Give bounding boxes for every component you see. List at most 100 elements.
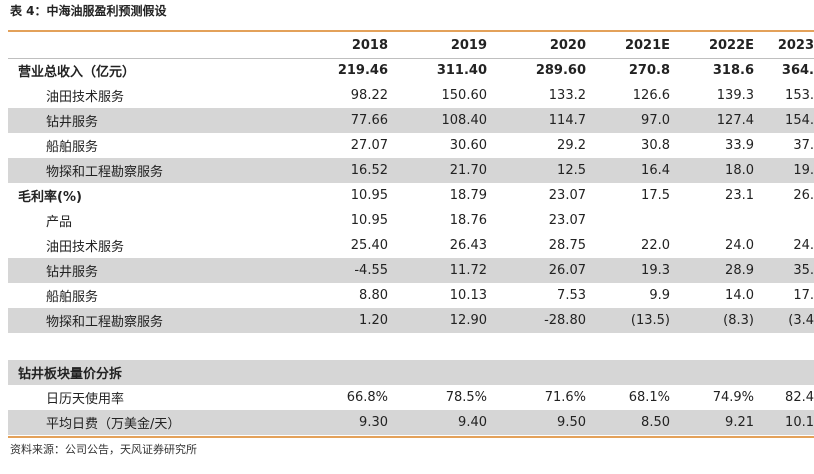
cell: 114.7 [548,113,586,128]
section-header-row: 钻井板块量价分拆 [8,360,814,385]
table-row: 船舶服务 27.07 30.60 29.2 30.8 33.9 37. [8,133,814,158]
cell: 23.07 [548,213,586,228]
cell: 8.80 [359,288,388,303]
row-label: 钻井服务 [46,115,99,130]
cell: 127.4 [716,113,754,128]
cell: 10.95 [350,213,388,228]
header-2020: 2020 [549,37,586,53]
header-2018: 2018 [351,37,388,53]
cell: 68.1% [628,390,670,405]
cell: 19.3 [641,263,670,278]
top-rule [8,30,814,32]
cell: 10.1 [785,415,814,430]
cell: 364. [781,63,814,78]
cell: 23.1 [725,188,754,203]
table-row: 钻井服务 -4.55 11.72 26.07 19.3 28.9 35. [8,258,814,283]
row-label: 产品 [46,215,73,230]
cell: 10.13 [449,288,487,303]
cell: 37. [793,138,814,153]
bottom-rule [8,436,814,438]
table-row: 毛利率(%) 10.95 18.79 23.07 17.5 23.1 26. [8,183,814,208]
cell: 29.2 [557,138,586,153]
cell: 98.22 [350,88,388,103]
table-row: 物探和工程勘察服务 16.52 21.70 12.5 16.4 18.0 19. [8,158,814,183]
row-label: 油田技术服务 [46,90,125,105]
cell: 30.8 [641,138,670,153]
cell: 82.4 [785,390,814,405]
table-row: 平均日费（万美金/天） 9.30 9.40 9.50 8.50 9.21 10.… [8,410,814,435]
cell: 7.53 [557,288,586,303]
cell: 9.21 [725,415,754,430]
table-row: 船舶服务 8.80 10.13 7.53 9.9 14.0 17. [8,283,814,308]
cell: 78.5% [445,390,487,405]
cell: 25.40 [350,238,388,253]
cell: 1.20 [359,313,388,328]
header-divider [8,58,814,59]
cell: (3.4 [788,313,814,328]
cell: 9.30 [359,415,388,430]
cell: 24.0 [725,238,754,253]
cell: 28.9 [725,263,754,278]
table-row: 油田技术服务 25.40 26.43 28.75 22.0 24.0 24. [8,233,814,258]
cell: 26.43 [449,238,487,253]
cell: 33.9 [725,138,754,153]
cell: 23.07 [548,188,586,203]
table-title: 表 4：中海油服盈利预测假设 [10,4,167,18]
cell: 139.3 [716,88,754,103]
cell: 18.0 [725,163,754,178]
cell: 35. [793,263,814,278]
cell: 133.2 [548,88,586,103]
row-label: 日历天使用率 [46,392,125,407]
header-2022e: 2022E [708,37,754,53]
cell: (8.3) [723,313,754,328]
cell: 22.0 [641,238,670,253]
row-label: 船舶服务 [46,290,99,305]
cell: 17.5 [641,188,670,203]
cell: 19. [793,163,814,178]
row-label: 油田技术服务 [46,240,125,255]
cell: 270.8 [628,63,670,78]
cell: 318.6 [712,63,754,78]
cell: 11.72 [449,263,487,278]
header-2021e: 2021E [624,37,670,53]
cell: 71.6% [544,390,586,405]
cell: 9.40 [458,415,487,430]
row-label: 营业总收入（亿元） [18,65,136,80]
row-label: 物探和工程勘察服务 [46,315,164,330]
cell: 17. [793,288,814,303]
table-row: 产品 10.95 18.76 23.07 [8,208,814,233]
cell: 289.60 [535,63,586,78]
cell: 8.50 [641,415,670,430]
table-header: 2018 2019 2020 2021E 2022E 2023 [8,33,814,57]
cell: 27.07 [350,138,388,153]
cell: 12.90 [449,313,487,328]
header-2023: 2023 [777,37,814,53]
source-note: 资料来源：公司公告，天风证券研究所 [10,443,197,456]
cell: 66.8% [346,390,388,405]
cell: 150.60 [441,88,488,103]
table-row: 物探和工程勘察服务 1.20 12.90 -28.80 (13.5) (8.3)… [8,308,814,333]
row-label: 钻井服务 [46,265,99,280]
row-label: 物探和工程勘察服务 [46,165,164,180]
cell: 14.0 [725,288,754,303]
table-row: 日历天使用率 66.8% 78.5% 71.6% 68.1% 74.9% 82.… [8,385,814,410]
cell: 21.70 [449,163,487,178]
cell: -28.80 [544,313,586,328]
cell: 311.40 [436,63,487,78]
cell: 74.9% [712,390,754,405]
cell: 77.66 [350,113,388,128]
cell: 126.6 [632,88,670,103]
table-row: 营业总收入（亿元） 219.46 311.40 289.60 270.8 318… [8,58,814,83]
cell: 219.46 [337,63,388,78]
cell: 16.4 [641,163,670,178]
table-row: 钻井服务 77.66 108.40 114.7 97.0 127.4 154. [8,108,814,133]
cell: 12.5 [557,163,586,178]
cell: -4.55 [354,263,388,278]
cell: 10.95 [350,188,388,203]
cell: 30.60 [449,138,487,153]
row-label: 船舶服务 [46,140,99,155]
section-label: 钻井板块量价分拆 [18,367,123,382]
cell: 26. [793,188,814,203]
table-row: 油田技术服务 98.22 150.60 133.2 126.6 139.3 15… [8,83,814,108]
